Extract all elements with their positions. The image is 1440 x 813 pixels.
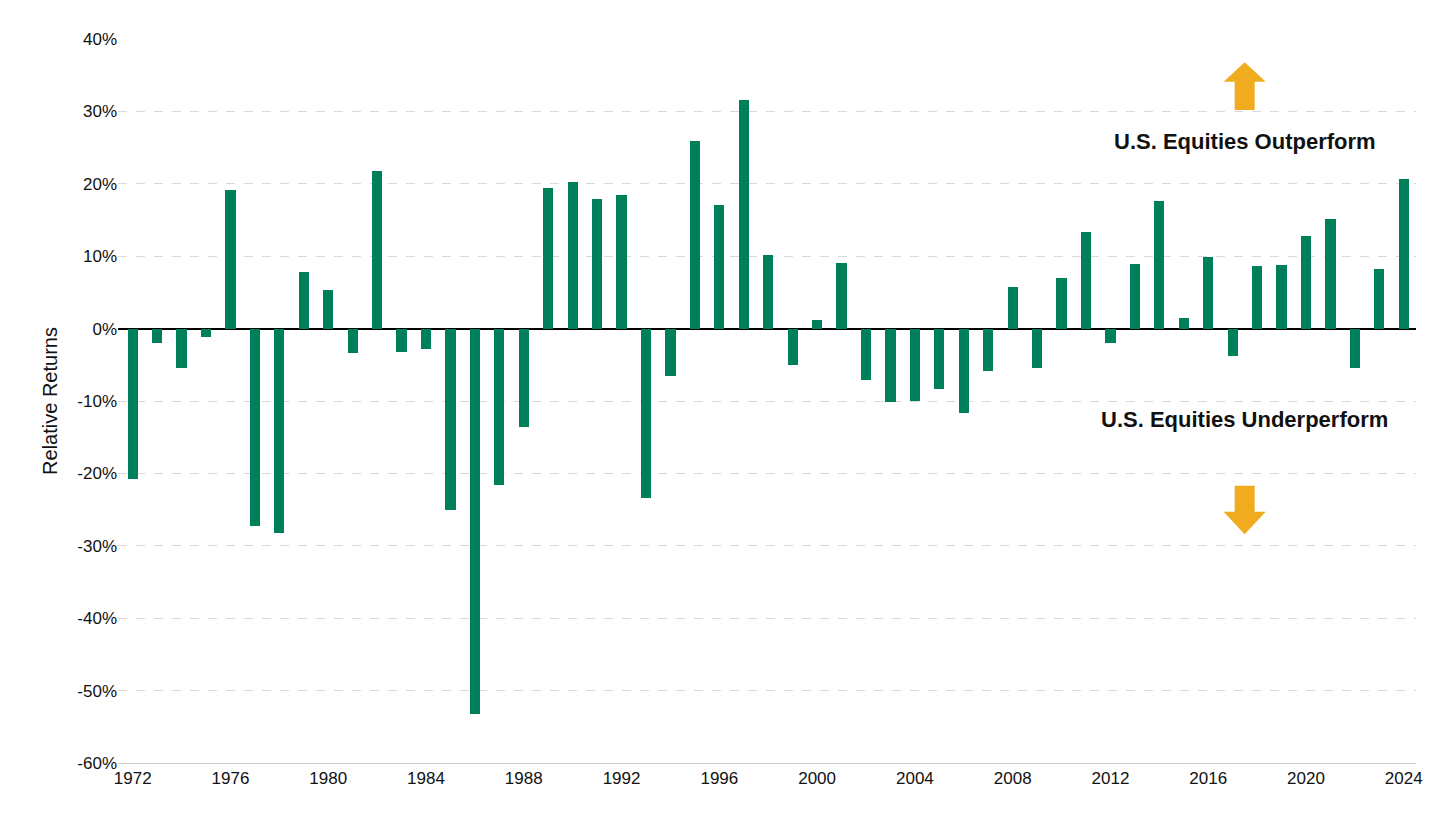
svg-text:1992: 1992 bbox=[603, 769, 641, 788]
svg-text:U.S. Equities Underperform: U.S. Equities Underperform bbox=[1101, 407, 1388, 432]
svg-text:-40%: -40% bbox=[77, 609, 117, 628]
svg-text:2008: 2008 bbox=[994, 769, 1032, 788]
svg-text:1976: 1976 bbox=[212, 769, 250, 788]
svg-text:-20%: -20% bbox=[77, 464, 117, 483]
svg-text:1984: 1984 bbox=[407, 769, 445, 788]
svg-text:-60%: -60% bbox=[77, 754, 117, 773]
svg-text:-50%: -50% bbox=[77, 682, 117, 701]
svg-text:U.S. Equities Outperform: U.S. Equities Outperform bbox=[1114, 129, 1376, 154]
svg-text:2012: 2012 bbox=[1092, 769, 1130, 788]
svg-text:1972: 1972 bbox=[114, 769, 152, 788]
svg-text:0%: 0% bbox=[92, 320, 117, 339]
svg-text:10%: 10% bbox=[83, 247, 117, 266]
svg-text:30%: 30% bbox=[83, 102, 117, 121]
svg-text:1996: 1996 bbox=[700, 769, 738, 788]
svg-text:2020: 2020 bbox=[1287, 769, 1325, 788]
svg-text:-10%: -10% bbox=[77, 392, 117, 411]
svg-text:20%: 20% bbox=[83, 175, 117, 194]
svg-text:2016: 2016 bbox=[1189, 769, 1227, 788]
svg-text:2024: 2024 bbox=[1385, 769, 1423, 788]
svg-text:40%: 40% bbox=[83, 30, 117, 49]
svg-text:2004: 2004 bbox=[896, 769, 934, 788]
svg-text:Relative Returns: Relative Returns bbox=[39, 327, 61, 475]
svg-text:1980: 1980 bbox=[309, 769, 347, 788]
svg-text:2000: 2000 bbox=[798, 769, 836, 788]
svg-text:-30%: -30% bbox=[77, 537, 117, 556]
svg-text:1988: 1988 bbox=[505, 769, 543, 788]
